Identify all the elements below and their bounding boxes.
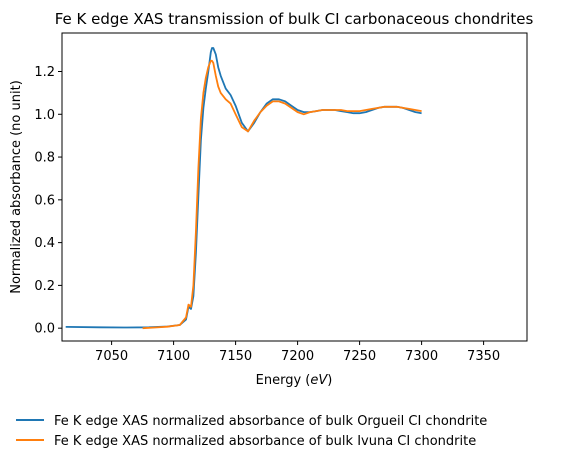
x-axis-label-prefix: Energy ( — [256, 373, 311, 388]
x-tick-label: 7100 — [157, 349, 190, 364]
y-tick-label: 0.6 — [34, 193, 55, 208]
series-line-1 — [142, 59, 422, 330]
plot-frame — [61, 32, 528, 342]
y-tick-label: 0.4 — [34, 236, 55, 251]
legend: Fe K edge XAS normalized absorbance of b… — [16, 414, 487, 449]
legend-label-orgueil: Fe K edge XAS normalized absorbance of b… — [54, 414, 487, 429]
legend-label-ivuna: Fe K edge XAS normalized absorbance of b… — [54, 434, 476, 449]
series-line-0 — [65, 47, 422, 329]
chart-title: Fe K edge XAS transmission of bulk CI ca… — [55, 10, 534, 28]
x-tick-label: 7250 — [343, 349, 376, 364]
x-tick-label: 7050 — [95, 349, 128, 364]
plot-area: 7050 7100 7150 7200 7250 7300 7350 0.00.20.40.… — [34, 32, 528, 364]
x-tick-label: 7200 — [281, 349, 314, 364]
y-tick-label: 0.2 — [34, 279, 55, 294]
y-tick-label: 0.8 — [34, 151, 55, 166]
x-tick-label: 7150 — [219, 349, 252, 364]
x-axis-label-unit: eV — [310, 373, 328, 388]
x-tick-label: 7350 — [467, 349, 500, 364]
x-axis-ticks: 7050 7100 7150 7200 7250 7300 7350 — [95, 341, 500, 364]
x-axis-label-suffix: ) — [327, 373, 332, 388]
y-axis-label: Normalized absorbance (no unit) — [9, 80, 24, 294]
series-layer — [65, 47, 422, 330]
y-tick-label: 0.0 — [34, 322, 55, 337]
y-tick-label: 1.0 — [34, 108, 55, 123]
x-tick-label: 7300 — [405, 349, 438, 364]
y-axis-ticks: 0.0 0.2 0.4 0.6 0.8 1.0 1.2 — [34, 65, 62, 337]
y-tick-label: 1.2 — [34, 65, 55, 80]
x-axis-label: Energy (eV) — [256, 373, 333, 388]
